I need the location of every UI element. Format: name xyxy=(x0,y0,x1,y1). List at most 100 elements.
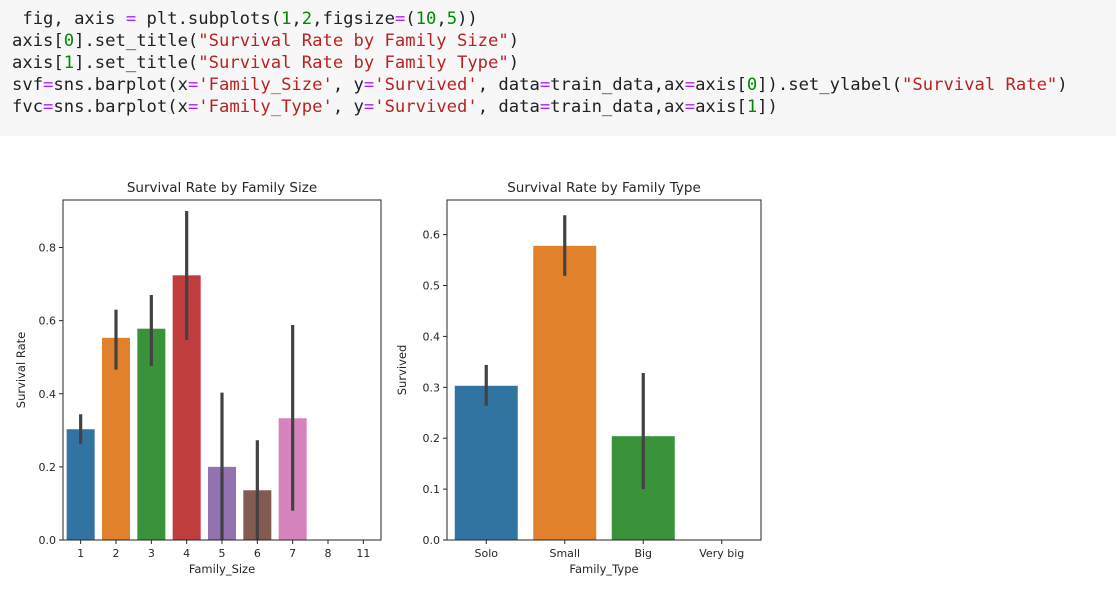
code-token: , y xyxy=(332,75,364,95)
x-tick-label: 2 xyxy=(113,547,120,560)
code-token: ) xyxy=(508,31,520,51)
code-line: fvc=sns.barplot(x='Family_Type', y='Surv… xyxy=(12,96,1116,118)
code-token: ,figsize xyxy=(312,9,395,29)
code-token: ) xyxy=(508,53,520,73)
code-line: fig, axis = plt.subplots(1,2,figsize=(10… xyxy=(12,8,1116,30)
y-tick-label: 0.0 xyxy=(39,534,57,547)
code-token: = xyxy=(187,75,199,95)
code-token: , data xyxy=(477,97,540,117)
y-axis-label: Survived xyxy=(395,345,409,396)
code-token: "Survival Rate by Family Size" xyxy=(198,31,509,51)
code-token: = xyxy=(43,97,54,117)
code-token: 1 xyxy=(746,97,758,117)
code-token: svf xyxy=(12,75,44,95)
x-tick-label: Solo xyxy=(475,547,499,560)
code-token: sns.barplot(x xyxy=(53,75,188,95)
code-token: 'Family_Type' xyxy=(198,97,333,117)
y-tick-label: 0.1 xyxy=(423,483,441,496)
code-token: 5 xyxy=(446,9,458,29)
code-token: ].set_title( xyxy=(74,53,199,73)
y-tick-label: 0.4 xyxy=(39,388,57,401)
x-tick-label: 6 xyxy=(254,547,261,560)
code-token: = xyxy=(363,75,375,95)
code-token: = xyxy=(187,97,199,117)
figure: 0.0 0.2 0.4 0.6 0.8 1 2 3 4 5 6 7 8 11 Survival Rate b… xyxy=(14,180,762,576)
code-token: train_data,ax xyxy=(550,97,685,117)
x-tick-label: 1 xyxy=(77,547,84,560)
y-tick-label: 0.8 xyxy=(39,242,57,255)
code-token: 'Survived' xyxy=(374,97,478,117)
code-token: sns.barplot(x xyxy=(53,97,188,117)
code-token: ]).set_ylabel( xyxy=(757,75,903,95)
x-tick-label: Very big xyxy=(699,547,744,560)
code-token: = xyxy=(539,97,551,117)
x-tick-label: Big xyxy=(634,547,652,560)
code-token: 2 xyxy=(301,9,313,29)
code-token: axis[ xyxy=(695,97,747,117)
x-tick-label: Small xyxy=(549,547,580,560)
code-token: train_data,ax xyxy=(550,75,685,95)
code-token: 0 xyxy=(63,31,75,51)
x-tick-label: 4 xyxy=(183,547,190,560)
y-tick-label: 0.0 xyxy=(423,534,441,547)
code-cell[interactable]: fig, axis = plt.subplots(1,2,figsize=(10… xyxy=(0,0,1116,136)
x-axis-label: Family_Type xyxy=(569,562,638,576)
code-token: = xyxy=(125,9,137,29)
code-token: axis[ xyxy=(695,75,747,95)
code-token: ].set_title( xyxy=(74,31,199,51)
x-axis-label: Family_Size xyxy=(189,562,255,576)
code-token: ( xyxy=(405,9,416,29)
code-line: axis[1].set_title("Survival Rate by Fami… xyxy=(12,52,1116,74)
y-tick-label: 0.4 xyxy=(423,330,441,343)
chart-1: 0.0 0.2 0.4 0.6 0.8 1 2 3 4 5 6 7 8 11 Survival Rate b… xyxy=(14,180,382,576)
chart-2: 0.0 0.1 0.2 0.3 0.4 0.5 0.6 Solo Small Big Very bi… xyxy=(395,180,762,576)
y-tick-label: 0.3 xyxy=(423,381,441,394)
code-token: axis[ xyxy=(12,53,64,73)
code-token: = xyxy=(394,9,406,29)
y-tick-label: 0.5 xyxy=(423,280,441,293)
y-axis-label: Survival Rate xyxy=(14,332,28,408)
code-token: 0 xyxy=(746,75,758,95)
code-token: ) xyxy=(1057,75,1068,95)
code-token: axis[ xyxy=(12,31,64,51)
code-token: , xyxy=(291,9,302,29)
y-tick-label: 0.6 xyxy=(423,229,441,242)
code-token: ]) xyxy=(757,97,778,117)
y-tick-label: 0.2 xyxy=(39,461,57,474)
code-token: fig, axis xyxy=(12,9,126,29)
bar-2 xyxy=(102,337,130,540)
code-token: = xyxy=(363,97,375,117)
code-token: "Survival Rate by Family Type" xyxy=(198,53,509,73)
bar-1 xyxy=(66,429,95,540)
code-token: , xyxy=(436,9,447,29)
code-line: svf=sns.barplot(x='Family_Size', y='Surv… xyxy=(12,74,1116,96)
x-tick-label: 7 xyxy=(289,547,296,560)
code-token: , y xyxy=(332,97,364,117)
code-line: axis[0].set_title("Survival Rate by Fami… xyxy=(12,30,1116,52)
code-token: 10 xyxy=(415,9,437,29)
code-token: = xyxy=(539,75,551,95)
bar-small xyxy=(533,245,597,540)
output-area: 0.0 0.2 0.4 0.6 0.8 1 2 3 4 5 6 7 8 11 Survival Rate b… xyxy=(0,136,1116,594)
code-token: 1 xyxy=(63,53,75,73)
x-tick-label: 3 xyxy=(148,547,155,560)
x-tick-label: 8 xyxy=(325,547,332,560)
code-token: "Survival Rate" xyxy=(902,75,1058,95)
bar-solo xyxy=(454,385,518,540)
x-tick-label: 5 xyxy=(219,547,226,560)
axes-frame xyxy=(446,199,762,541)
code-token: = xyxy=(684,75,696,95)
code-token: fvc xyxy=(12,97,44,117)
code-token: 'Family_Size' xyxy=(198,75,333,95)
code-block[interactable]: fig, axis = plt.subplots(1,2,figsize=(10… xyxy=(12,8,1116,118)
code-token: )) xyxy=(457,9,478,29)
code-token: 1 xyxy=(281,9,292,29)
code-token: , data xyxy=(477,75,540,95)
chart-title: Survival Rate by Family Size xyxy=(127,180,317,196)
y-tick-label: 0.6 xyxy=(39,315,57,328)
chart-title: Survival Rate by Family Type xyxy=(507,180,701,196)
code-token: plt.subplots( xyxy=(136,9,282,29)
code-token: 'Survived' xyxy=(374,75,478,95)
y-tick-label: 0.2 xyxy=(423,432,441,445)
code-token: = xyxy=(43,75,54,95)
